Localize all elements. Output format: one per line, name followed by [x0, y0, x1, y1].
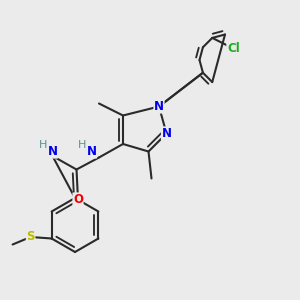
- Text: N: N: [86, 145, 97, 158]
- Text: S: S: [26, 230, 35, 244]
- Text: O: O: [73, 193, 83, 206]
- Text: N: N: [161, 127, 172, 140]
- Text: Cl: Cl: [227, 42, 240, 55]
- Text: N: N: [47, 145, 58, 158]
- Text: H: H: [39, 140, 48, 151]
- Text: methyl: methyl: [96, 98, 101, 99]
- Text: N: N: [154, 100, 164, 113]
- Text: H: H: [78, 140, 87, 151]
